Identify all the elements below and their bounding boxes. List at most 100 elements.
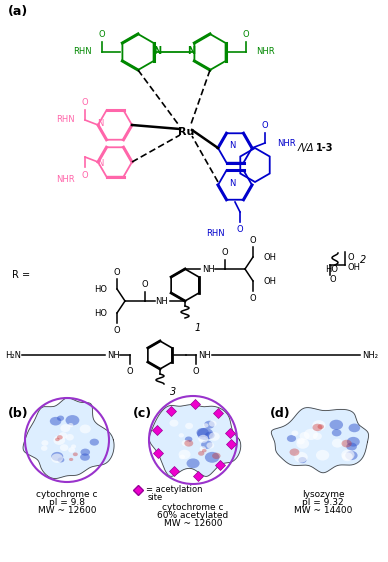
Text: O: O [114,326,120,335]
Ellipse shape [179,455,185,459]
Ellipse shape [50,417,61,425]
Ellipse shape [198,451,204,456]
Ellipse shape [296,438,309,448]
Ellipse shape [200,446,206,451]
Text: cytochrome c: cytochrome c [162,503,224,512]
Ellipse shape [209,432,220,441]
Ellipse shape [54,436,65,445]
Text: HO: HO [325,265,338,274]
Ellipse shape [57,435,63,439]
Ellipse shape [60,444,68,451]
Text: pI = 9.32: pI = 9.32 [302,498,344,507]
Text: N: N [153,46,161,56]
Ellipse shape [332,439,343,448]
Text: MW ~ 14400: MW ~ 14400 [294,506,352,515]
Text: OH: OH [263,277,276,285]
Text: lysozyme: lysozyme [302,490,344,499]
Text: R =: R = [12,270,30,280]
Ellipse shape [185,437,192,442]
Text: NH: NH [202,265,215,274]
Text: (b): (b) [8,407,29,420]
Text: O: O [99,30,105,39]
Ellipse shape [198,435,208,443]
Ellipse shape [80,454,90,461]
Ellipse shape [182,440,190,446]
Text: 1-3: 1-3 [316,143,334,153]
Text: NHR: NHR [56,175,75,184]
Ellipse shape [212,452,220,459]
Ellipse shape [346,443,357,451]
Ellipse shape [341,439,352,447]
Text: N: N [229,142,235,151]
Ellipse shape [304,429,318,440]
Ellipse shape [313,433,322,440]
Ellipse shape [202,449,206,452]
Text: O: O [114,268,120,277]
Ellipse shape [348,424,360,432]
Text: O: O [347,253,353,262]
Ellipse shape [329,420,343,430]
Ellipse shape [80,424,91,433]
Text: (a): (a) [8,5,28,18]
Ellipse shape [178,450,191,459]
Ellipse shape [185,423,193,429]
Ellipse shape [312,424,322,431]
Ellipse shape [178,433,184,437]
Ellipse shape [51,454,63,463]
Ellipse shape [73,452,78,456]
Ellipse shape [71,445,76,448]
Ellipse shape [41,446,47,451]
Text: OH: OH [347,262,360,271]
Ellipse shape [204,421,215,429]
Text: NHR: NHR [256,48,275,57]
Text: N: N [97,119,103,128]
Ellipse shape [57,415,64,421]
Ellipse shape [42,440,48,446]
Ellipse shape [298,457,307,463]
Ellipse shape [187,459,199,468]
Text: RHN: RHN [73,48,92,57]
Ellipse shape [201,441,213,449]
Ellipse shape [209,420,217,427]
Text: NHR: NHR [277,138,296,147]
Text: 60% acetylated: 60% acetylated [158,511,229,520]
Polygon shape [23,398,114,478]
Ellipse shape [206,442,214,448]
Text: = acetylation: = acetylation [146,486,203,495]
Text: cytochrome c: cytochrome c [36,490,98,499]
Ellipse shape [287,435,296,442]
Text: 2: 2 [360,255,366,265]
Ellipse shape [90,439,99,446]
Ellipse shape [205,452,220,463]
Ellipse shape [296,438,305,445]
Text: RHN: RHN [206,229,225,238]
Ellipse shape [341,450,355,460]
Text: Λ/Δ: Λ/Δ [298,143,315,153]
Text: pI = 9.8: pI = 9.8 [49,498,85,507]
Ellipse shape [312,420,326,431]
Ellipse shape [69,458,73,461]
Ellipse shape [316,450,329,460]
Ellipse shape [347,437,360,447]
Text: NH₂: NH₂ [362,351,378,360]
Text: O: O [82,171,88,180]
Ellipse shape [332,429,341,436]
Text: O: O [142,280,148,289]
Ellipse shape [342,452,353,461]
Text: N: N [229,179,235,188]
Ellipse shape [66,415,80,425]
Polygon shape [149,405,241,477]
Text: O: O [193,367,199,376]
Ellipse shape [66,434,74,441]
Ellipse shape [196,428,209,437]
Ellipse shape [51,452,63,461]
Ellipse shape [60,424,70,432]
Ellipse shape [184,440,193,447]
Text: O: O [222,248,228,257]
Ellipse shape [205,432,215,439]
Ellipse shape [57,457,64,463]
Ellipse shape [80,448,90,456]
Ellipse shape [291,430,298,436]
Text: H₂N: H₂N [5,351,21,360]
Ellipse shape [294,452,308,463]
